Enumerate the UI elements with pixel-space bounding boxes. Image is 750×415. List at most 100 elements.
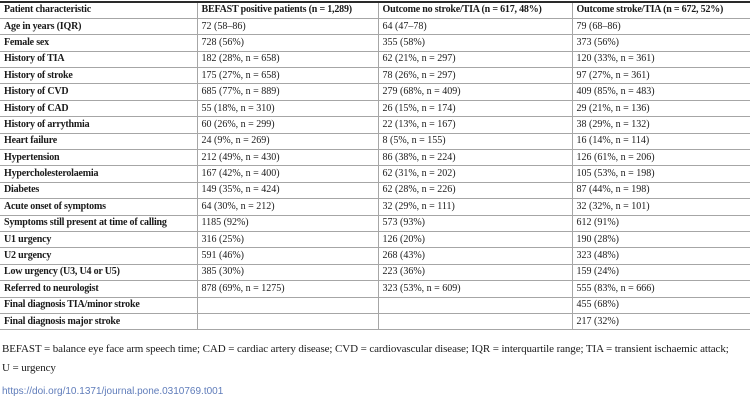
cell-value: 78 (26%, n = 297) (377, 67, 572, 84)
row-label: Acute onset of symptoms (0, 198, 197, 216)
cell-value: 728 (56%) (196, 34, 378, 52)
row-label: Diabetes (0, 181, 197, 199)
table-row: Acute onset of symptoms 64 (30%, n = 212)… (0, 198, 750, 216)
table-row: History of CVD 685 (77%, n = 889) 279 (68%… (0, 83, 750, 101)
cell-value: 1185 (92%) (196, 214, 378, 232)
column-header-befast-positive: BEFAST positive patients (n = 1,289) (196, 1, 378, 19)
row-label: Hypertension (0, 149, 197, 166)
cell-value: 60 (26%, n = 299) (196, 116, 378, 134)
cell-value: 612 (91%) (571, 214, 750, 232)
table-row: Symptoms still present at time of callin… (0, 214, 750, 232)
cell-value: 373 (56%) (571, 34, 750, 52)
cell-value: 126 (61%, n = 206) (571, 149, 750, 166)
footnote-line: U = urgency (2, 362, 56, 375)
cell-value: 62 (21%, n = 297) (377, 50, 572, 68)
table-body: Age in years (IQR) 72 (58–86) 64 (47–78) 79… (0, 17, 750, 330)
table-row: Final diagnosis TIA/minor stroke 455 (68%… (0, 296, 750, 314)
table-row: History of arrythmia 60 (26%, n = 299) 22 … (0, 116, 750, 134)
cell-value: 64 (47–78) (377, 17, 572, 35)
doi-link[interactable]: https://doi.org/10.1371/journal.pone.031… (2, 386, 224, 398)
table-row: U2 urgency 591 (46%) 268 (43%) 323 (48%) (0, 247, 750, 265)
table-row: Heart failure 24 (9%, n = 269) 8 (5%, n = … (0, 132, 750, 150)
row-label: History of arrythmia (0, 116, 197, 134)
footnote-line: BEFAST = balance eye face arm speech tim… (2, 343, 729, 356)
table-row: Low urgency (U3, U4 or U5) 385 (30%) 223 (… (0, 263, 750, 281)
cell-value: 591 (46%) (196, 247, 378, 265)
table-row: History of CAD 55 (18%, n = 310) 26 (15%, … (0, 99, 750, 117)
table-row: History of stroke 175 (27%, n = 658) 78 (2… (0, 67, 750, 84)
cell-value: 22 (13%, n = 167) (377, 116, 572, 134)
cell-value: 62 (31%, n = 202) (377, 165, 572, 183)
row-label: History of CVD (0, 83, 197, 101)
cell-value: 385 (30%) (196, 263, 378, 281)
cell-value (377, 296, 572, 314)
cell-value: 878 (69%, n = 1275) (196, 280, 378, 298)
cell-value: 268 (43%) (377, 247, 572, 265)
row-label: Symptoms still present at time of callin… (0, 214, 197, 232)
row-label: Heart failure (0, 132, 197, 150)
table-row: Final diagnosis major stroke 217 (32%) (0, 312, 750, 330)
cell-value: 175 (27%, n = 658) (196, 67, 378, 84)
row-label: Female sex (0, 34, 197, 52)
cell-value: 26 (15%, n = 174) (377, 99, 572, 117)
cell-value: 32 (29%, n = 111) (377, 198, 572, 216)
row-label: Final diagnosis TIA/minor stroke (0, 296, 197, 314)
cell-value: 64 (30%, n = 212) (196, 198, 378, 216)
cell-value: 555 (83%, n = 666) (571, 280, 750, 298)
table-row: Referred to neurologist 878 (69%, n = 127… (0, 280, 750, 298)
row-label: History of CAD (0, 99, 197, 117)
header-row: Patient characteristic BEFAST positive p… (0, 1, 750, 19)
cell-value: 159 (24%) (571, 263, 750, 281)
cell-value: 24 (9%, n = 269) (196, 132, 378, 150)
cell-value: 316 (25%) (196, 230, 378, 248)
cell-value: 126 (20%) (377, 230, 572, 248)
table-row: Female sex 728 (56%) 355 (58%) 373 (56%) (0, 34, 750, 52)
row-label: U2 urgency (0, 247, 197, 265)
column-header-no-stroke: Outcome no stroke/TIA (n = 617, 48%) (377, 1, 572, 19)
table-footnote: BEFAST = balance eye face arm speech tim… (2, 340, 750, 378)
cell-value: 212 (49%, n = 430) (196, 149, 378, 166)
cell-value: 223 (36%) (377, 263, 572, 281)
cell-value: 55 (18%, n = 310) (196, 99, 378, 117)
cell-value: 323 (53%, n = 609) (377, 280, 572, 298)
row-label: U1 urgency (0, 230, 197, 248)
cell-value: 72 (58–86) (196, 17, 378, 35)
cell-value: 409 (85%, n = 483) (571, 83, 750, 101)
cell-value: 182 (28%, n = 658) (196, 50, 378, 68)
table-row: Diabetes 149 (35%, n = 424) 62 (28%, n = 2… (0, 181, 750, 199)
table-row: Age in years (IQR) 72 (58–86) 64 (47–78) 79… (0, 17, 750, 35)
cell-value: 217 (32%) (571, 312, 750, 330)
cell-value: 120 (33%, n = 361) (571, 50, 750, 68)
cell-value: 86 (38%, n = 224) (377, 149, 572, 166)
cell-value: 62 (28%, n = 226) (377, 181, 572, 199)
column-header-characteristic: Patient characteristic (0, 1, 197, 19)
cell-value: 279 (68%, n = 409) (377, 83, 572, 101)
cell-value (377, 312, 572, 330)
cell-value: 79 (68–86) (571, 17, 750, 35)
row-label: Referred to neurologist (0, 280, 197, 298)
column-header-stroke: Outcome stroke/TIA (n = 672, 52%) (571, 1, 750, 19)
cell-value: 685 (77%, n = 889) (196, 83, 378, 101)
row-label: History of stroke (0, 67, 197, 84)
cell-value: 8 (5%, n = 155) (377, 132, 572, 150)
table-row: Hypercholesterolaemia 167 (42%, n = 400) 6… (0, 165, 750, 183)
cell-value: 455 (68%) (571, 296, 750, 314)
cell-value: 355 (58%) (377, 34, 572, 52)
cell-value: 190 (28%) (571, 230, 750, 248)
cell-value: 149 (35%, n = 424) (196, 181, 378, 199)
cell-value: 167 (42%, n = 400) (196, 165, 378, 183)
row-label: Hypercholesterolaemia (0, 165, 197, 183)
table-row: Hypertension 212 (49%, n = 430) 86 (38%, n… (0, 149, 750, 166)
cell-value: 32 (32%, n = 101) (571, 198, 750, 216)
cell-value: 29 (21%, n = 136) (571, 99, 750, 117)
cell-value: 97 (27%, n = 361) (571, 67, 750, 84)
row-label: History of TIA (0, 50, 197, 68)
cell-value: 105 (53%, n = 198) (571, 165, 750, 183)
table-row: U1 urgency 316 (25%) 126 (20%) 190 (28%) (0, 230, 750, 248)
cell-value: 323 (48%) (571, 247, 750, 265)
row-label: Low urgency (U3, U4 or U5) (0, 263, 197, 281)
cell-value (196, 312, 378, 330)
row-label: Final diagnosis major stroke (0, 312, 197, 330)
cell-value: 16 (14%, n = 114) (571, 132, 750, 150)
cell-value: 573 (93%) (377, 214, 572, 232)
